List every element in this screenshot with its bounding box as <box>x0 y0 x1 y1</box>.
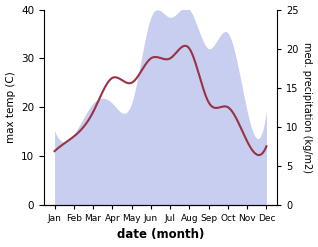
Y-axis label: med. precipitation (kg/m2): med. precipitation (kg/m2) <box>302 42 313 173</box>
X-axis label: date (month): date (month) <box>117 228 204 242</box>
Y-axis label: max temp (C): max temp (C) <box>5 71 16 143</box>
